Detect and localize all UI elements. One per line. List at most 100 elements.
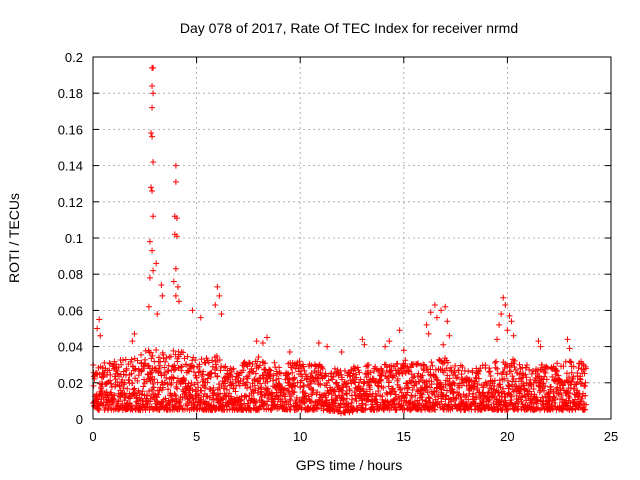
data-point xyxy=(582,365,589,372)
data-point xyxy=(565,400,572,407)
data-point xyxy=(257,362,264,369)
data-point xyxy=(247,383,254,390)
data-point xyxy=(305,393,312,400)
data-point xyxy=(171,391,178,398)
data-point xyxy=(453,375,460,382)
data-point xyxy=(129,380,136,387)
data-point xyxy=(170,347,177,354)
data-point xyxy=(413,361,420,368)
data-point xyxy=(402,357,409,364)
data-point xyxy=(288,393,295,400)
data-point xyxy=(543,363,550,370)
data-point xyxy=(218,311,225,318)
grid-lines xyxy=(93,57,611,419)
data-point xyxy=(236,372,243,379)
data-point xyxy=(165,362,172,369)
data-point xyxy=(363,363,370,370)
data-point xyxy=(462,394,469,401)
data-point xyxy=(158,372,165,379)
data-point xyxy=(308,398,315,405)
data-point xyxy=(325,377,332,384)
data-point xyxy=(395,369,402,376)
data-point xyxy=(199,371,206,378)
data-point xyxy=(196,361,203,368)
data-point xyxy=(301,398,308,405)
data-point xyxy=(282,393,289,400)
data-point xyxy=(539,394,546,401)
data-point xyxy=(178,402,185,409)
data-point xyxy=(496,321,503,328)
data-point xyxy=(241,392,248,399)
data-point xyxy=(504,327,511,334)
data-point xyxy=(338,410,345,417)
data-point xyxy=(515,403,522,410)
y-tick-label: 0.12 xyxy=(58,195,83,210)
data-point xyxy=(486,365,493,372)
data-point xyxy=(121,379,128,386)
data-point xyxy=(145,371,152,378)
data-point xyxy=(285,388,292,395)
data-point xyxy=(364,396,371,403)
data-point xyxy=(516,361,523,368)
data-point xyxy=(149,82,156,89)
data-point xyxy=(99,364,106,371)
data-point xyxy=(159,292,166,299)
data-point xyxy=(236,382,243,389)
data-point xyxy=(500,385,507,392)
data-point xyxy=(292,383,299,390)
data-point xyxy=(467,403,474,410)
data-point xyxy=(214,283,221,290)
data-point xyxy=(286,349,293,356)
data-point xyxy=(144,362,151,369)
data-point xyxy=(471,380,478,387)
data-point xyxy=(330,373,337,380)
data-point xyxy=(185,368,192,375)
data-point xyxy=(486,396,493,403)
data-point xyxy=(189,387,196,394)
data-point xyxy=(128,356,135,363)
data-point xyxy=(433,314,440,321)
data-point xyxy=(131,385,138,392)
data-point xyxy=(287,403,294,410)
data-point xyxy=(202,384,209,391)
data-point xyxy=(226,406,233,413)
axis-ticks: 0 0.02 0.04 0.06 0.08 0.1 0.12 0.14 0.16 0.18 0.2 0… xyxy=(58,50,619,444)
data-point xyxy=(502,301,509,308)
data-point xyxy=(397,386,404,393)
data-point xyxy=(115,398,122,405)
data-point xyxy=(492,364,499,371)
data-points xyxy=(90,64,590,417)
data-point xyxy=(173,215,180,222)
data-point xyxy=(396,327,403,334)
data-point xyxy=(563,388,570,395)
data-point xyxy=(331,365,338,372)
data-point xyxy=(107,380,114,387)
data-point xyxy=(393,406,400,413)
data-point xyxy=(146,238,153,245)
data-point xyxy=(174,283,181,290)
data-point xyxy=(440,384,447,391)
data-point xyxy=(473,393,480,400)
data-point xyxy=(365,392,372,399)
data-point xyxy=(251,377,258,384)
data-point xyxy=(560,406,567,413)
data-point xyxy=(173,379,180,386)
data-point xyxy=(222,363,229,370)
data-point xyxy=(568,369,575,376)
data-point xyxy=(309,389,316,396)
data-point xyxy=(380,384,387,391)
data-point xyxy=(401,406,408,413)
data-point xyxy=(566,358,573,365)
data-point xyxy=(143,378,150,385)
data-point xyxy=(269,377,276,384)
data-point xyxy=(140,383,147,390)
data-point xyxy=(184,353,191,360)
data-point xyxy=(222,392,229,399)
data-point xyxy=(128,370,135,377)
data-point xyxy=(485,389,492,396)
data-point xyxy=(191,381,198,388)
data-point xyxy=(245,373,252,380)
data-point xyxy=(536,389,543,396)
data-point xyxy=(198,356,205,363)
data-point xyxy=(120,385,127,392)
